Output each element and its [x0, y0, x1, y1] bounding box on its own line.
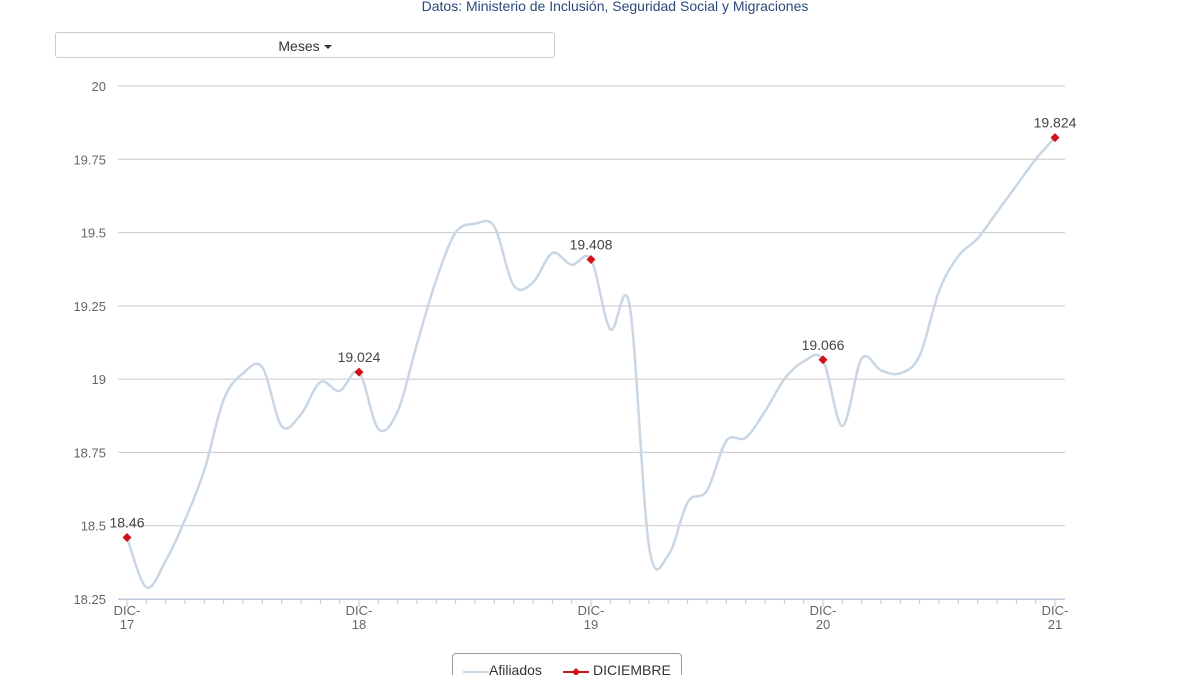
y-tick-label: 18.75: [73, 445, 106, 460]
marker: [354, 367, 364, 377]
chart-subtitle: Datos: Ministerio de Inclusión, Segurida…: [421, 0, 809, 14]
legend-line-icon: [463, 671, 489, 673]
x-tick-label: DIC-18: [345, 603, 373, 632]
legend-label: DICIEMBRE: [593, 662, 671, 675]
x-tick-label: DIC-17: [113, 603, 141, 632]
period-dropdown[interactable]: Meses: [55, 32, 555, 58]
data-label: 19.408: [570, 237, 613, 253]
data-label: 18.46: [109, 514, 144, 530]
data-label: 19.824: [1034, 115, 1077, 131]
data-label: 19.024: [338, 349, 381, 365]
y-tick-label: 19: [92, 372, 106, 387]
marker: [1050, 133, 1060, 143]
line: [125, 136, 1056, 589]
caret: [323, 45, 332, 50]
y-tick-label: 19.25: [73, 299, 106, 314]
marker: [122, 532, 132, 542]
y-tick-label: 18.5: [81, 519, 106, 534]
legend: Afiliados DICIEMBRE: [452, 653, 682, 675]
marker: [818, 355, 828, 365]
data-label: 19.066: [802, 337, 845, 353]
y-tick-label: 19.75: [73, 152, 106, 167]
legend-label: Afiliados: [489, 662, 542, 675]
y-tick-label: 19.5: [81, 226, 106, 241]
x-tick-label: DIC-20: [809, 603, 837, 632]
y-tick-label: 18.25: [73, 592, 106, 607]
y-tick-label: 20: [92, 79, 106, 94]
x-tick-label: DIC-19: [577, 603, 605, 632]
legend-marker-icon: [563, 668, 589, 675]
x-tick-label: DIC-21: [1041, 603, 1069, 632]
marker: [586, 255, 596, 265]
dropdown-label: Meses: [278, 38, 320, 54]
